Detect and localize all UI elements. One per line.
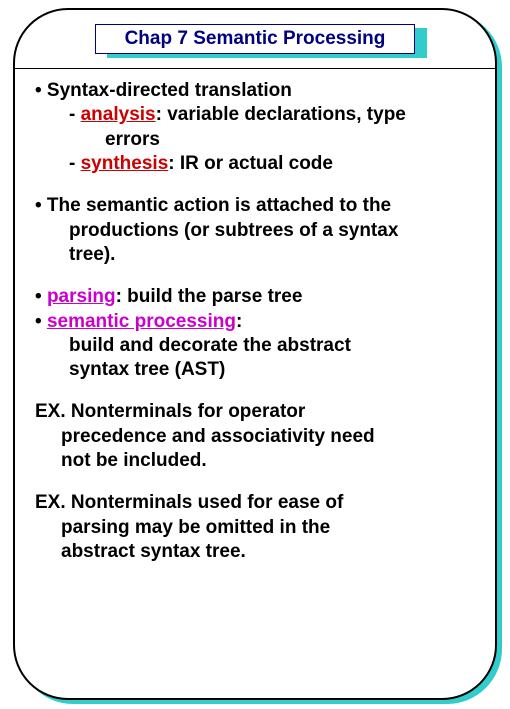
dash: - bbox=[69, 104, 81, 125]
keyword-analysis: analysis bbox=[81, 104, 156, 125]
keyword-synthesis: synthesis bbox=[81, 153, 169, 174]
slide-title: Chap 7 Semantic Processing bbox=[95, 24, 415, 54]
text-line: parsing may be omitted in the bbox=[35, 516, 483, 540]
text-line: • Syntax-directed translation bbox=[35, 79, 483, 103]
text-line: abstract syntax tree. bbox=[35, 540, 483, 564]
text-line: - analysis: variable declarations, type bbox=[35, 103, 483, 127]
text: : bbox=[236, 311, 242, 332]
slide-body: • Syntax-directed translation - analysis… bbox=[15, 69, 495, 564]
text-line: errors bbox=[35, 128, 483, 152]
text-line: not be included. bbox=[35, 449, 483, 473]
para-5: EX. Nonterminals used for ease of parsin… bbox=[35, 491, 483, 564]
text: : variable declarations, type bbox=[156, 104, 406, 125]
para-3: • parsing: build the parse tree • semant… bbox=[35, 285, 483, 382]
text-line: syntax tree (AST) bbox=[35, 358, 483, 382]
text-line: precedence and associativity need bbox=[35, 425, 483, 449]
text-line: EX. Nonterminals for operator bbox=[35, 400, 483, 424]
text: : IR or actual code bbox=[168, 153, 333, 174]
text-line: • The semantic action is attached to the bbox=[35, 194, 483, 218]
bullet: • bbox=[35, 286, 47, 307]
bullet: • bbox=[35, 311, 47, 332]
title-area: Chap 7 Semantic Processing bbox=[15, 10, 495, 62]
dash: - bbox=[69, 153, 81, 174]
text-line: • parsing: build the parse tree bbox=[35, 285, 483, 309]
text-line: tree). bbox=[35, 243, 483, 267]
keyword-semantic-processing: semantic processing bbox=[47, 311, 236, 332]
text-line: EX. Nonterminals used for ease of bbox=[35, 491, 483, 515]
para-1: • Syntax-directed translation - analysis… bbox=[35, 79, 483, 176]
text-line: - synthesis: IR or actual code bbox=[35, 152, 483, 176]
keyword-parsing: parsing bbox=[47, 286, 116, 307]
text-line: build and decorate the abstract bbox=[35, 334, 483, 358]
text-line: productions (or subtrees of a syntax bbox=[35, 219, 483, 243]
para-2: • The semantic action is attached to the… bbox=[35, 194, 483, 267]
text-line: • semantic processing: bbox=[35, 310, 483, 334]
text: : build the parse tree bbox=[116, 286, 303, 307]
para-4: EX. Nonterminals for operator precedence… bbox=[35, 400, 483, 473]
slide-frame: Chap 7 Semantic Processing • Syntax-dire… bbox=[13, 8, 497, 700]
